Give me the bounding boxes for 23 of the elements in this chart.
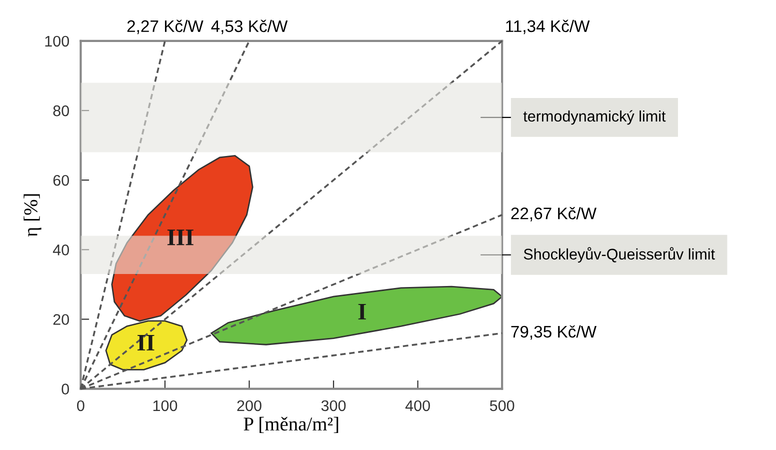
band-label: Shockleyův-Queisserův limit — [524, 247, 715, 263]
x-axis-title: P [měna/m²] — [244, 416, 338, 434]
y-axis-title: η [%] — [24, 194, 42, 237]
series-label: 4,53 Kč/W — [211, 20, 288, 34]
x-tick-label: 500 — [490, 400, 514, 412]
x-tick-label: 100 — [153, 400, 178, 412]
x-tick-label: 400 — [405, 400, 430, 412]
series-label: 11,34 Kč/W — [506, 20, 590, 34]
series-label: II — [137, 334, 154, 350]
x-tick-label: 0 — [77, 400, 84, 412]
y-tick-label: 80 — [53, 105, 69, 116]
series-label: 79,35 Kč/W — [511, 325, 596, 340]
band-label: termodynamický limit — [523, 110, 666, 125]
series-label: 22,67 Kč/W — [511, 207, 596, 222]
y-tick-label: 40 — [52, 244, 69, 256]
series-label: I — [358, 304, 366, 320]
series-label: 2,27 Kč/W — [127, 20, 204, 34]
y-tick-label: 100 — [45, 36, 69, 47]
y-tick-label: 20 — [53, 314, 69, 325]
y-tick-label: 0 — [62, 384, 69, 394]
x-tick-label: 200 — [237, 400, 262, 412]
y-tick-label: 60 — [53, 174, 69, 186]
x-tick-label: 300 — [321, 400, 346, 412]
